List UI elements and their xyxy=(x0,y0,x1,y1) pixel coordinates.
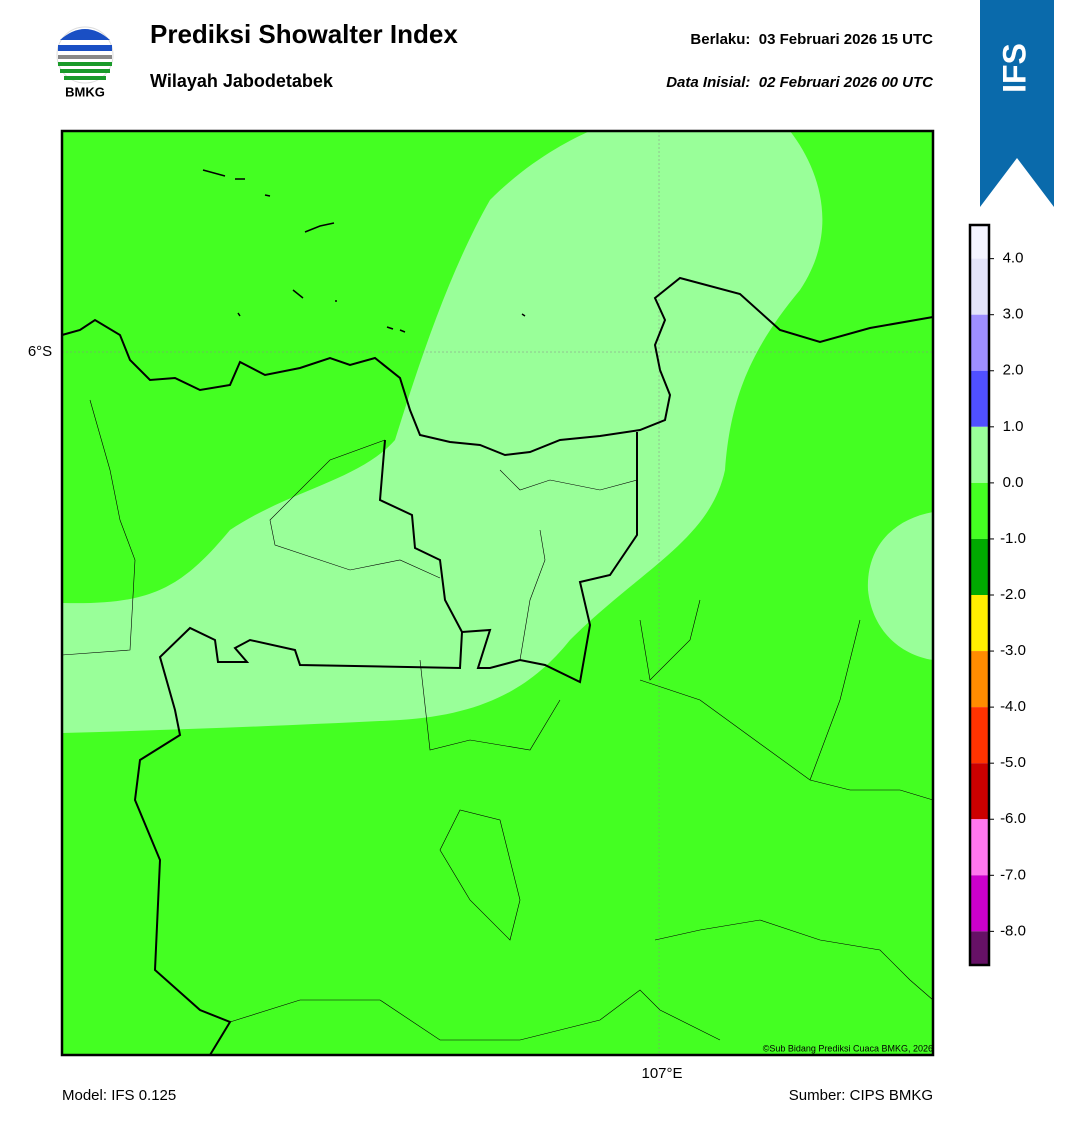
copyright: ©Sub Bidang Prediksi Cuaca BMKG, 2026 xyxy=(763,1043,933,1053)
colorbar-segment xyxy=(970,931,989,965)
colorbar: 4.0 3.0 2.0 1.0 0.0 -1.0 -2.0 -3.0 -4.0 -5.0 -6.0 -… xyxy=(968,223,1026,967)
colorbar-segment xyxy=(970,258,989,315)
colorbar-segment xyxy=(970,707,989,764)
colorbar-segment xyxy=(970,370,989,427)
title: Prediksi Showalter Index xyxy=(150,19,458,49)
colorbar-tick-label: 1.0 xyxy=(1003,418,1024,435)
valid-time: Berlaku: 03 Februari 2026 15 UTC xyxy=(690,31,933,48)
colorbar-tick-label: -6.0 xyxy=(1000,810,1026,827)
colorbar-segment xyxy=(970,314,989,371)
lat-label: 6°S xyxy=(28,343,52,360)
colorbar-tick-label: 3.0 xyxy=(1003,306,1024,323)
colorbar-tick-label: 4.0 xyxy=(1003,250,1024,267)
colorbar-segment xyxy=(970,819,989,876)
colorbar-tick-label: -4.0 xyxy=(1000,698,1026,715)
colorbar-segment xyxy=(970,875,989,932)
colorbar-segment xyxy=(970,426,989,483)
colorbar-segment xyxy=(970,651,989,708)
colorbar-tick-label: 0.0 xyxy=(1003,474,1024,491)
colorbar-tick-label: 2.0 xyxy=(1003,362,1024,379)
subtitle: Wilayah Jabodetabek xyxy=(150,71,334,91)
colorbar-segment xyxy=(970,225,989,259)
logo-text: BMKG xyxy=(65,84,105,99)
colorbar-segment xyxy=(970,763,989,820)
map: ©Sub Bidang Prediksi Cuaca BMKG, 2026 6°… xyxy=(28,129,935,1082)
colorbar-tick-label: -3.0 xyxy=(1000,642,1026,659)
logo: BMKG xyxy=(56,26,114,99)
model-label: Model: IFS 0.125 xyxy=(62,1087,176,1104)
colorbar-segment xyxy=(970,538,989,595)
colorbar-tick-label: -8.0 xyxy=(1000,922,1026,939)
init-time: Data Inisial: 02 Februari 2026 00 UTC xyxy=(666,74,934,91)
badge xyxy=(980,0,1054,207)
colorbar-tick-label: -2.0 xyxy=(1000,586,1026,603)
colorbar-segment xyxy=(970,595,989,652)
colorbar-segment xyxy=(970,482,989,539)
colorbar-tick-label: -1.0 xyxy=(1000,530,1026,547)
colorbar-tick-label: -7.0 xyxy=(1000,866,1026,883)
lon-label: 107°E xyxy=(641,1065,682,1082)
colorbar-tick-label: -5.0 xyxy=(1000,754,1026,771)
badge-text: IFS xyxy=(996,43,1032,93)
source-label: Sumber: CIPS BMKG xyxy=(789,1087,933,1104)
